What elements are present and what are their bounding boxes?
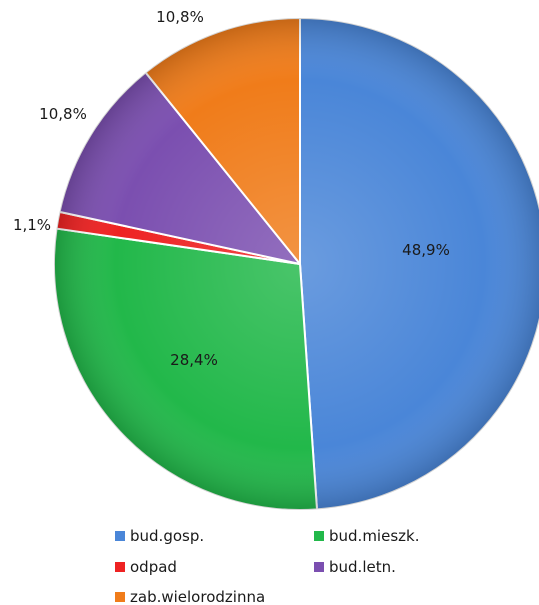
legend-label-bud-gosp: bud.gosp. [130, 527, 204, 545]
pie-slice-bud-gosp [299, 17, 539, 511]
legend-item-bud-letn: bud.letn. [314, 558, 396, 576]
legend-swatch-odpad [115, 562, 125, 572]
slice-label-bud-gosp: 48,9% [402, 241, 450, 259]
legend: bud.gosp. bud.mieszk. odpad bud.letn. za… [115, 527, 419, 605]
slice-label-bud-mieszk: 28,4% [170, 351, 218, 369]
slice-label-bud-letn: 10,8% [39, 105, 87, 123]
legend-label-bud-mieszk: bud.mieszk. [329, 527, 419, 545]
legend-item-odpad: odpad [115, 558, 177, 576]
slice-label-odpad: 1,1% [13, 216, 51, 234]
slice-label-zab-wielorodzinna: 10,8% [156, 8, 204, 26]
legend-label-zab-wielorodzinna: zab.wielorodzinna [130, 588, 265, 605]
legend-swatch-zab-wielorodzinna [115, 592, 125, 602]
legend-label-odpad: odpad [130, 558, 177, 576]
legend-swatch-bud-mieszk [314, 531, 324, 541]
legend-swatch-bud-gosp [115, 531, 125, 541]
pie-slices [53, 17, 539, 511]
legend-label-bud-letn: bud.letn. [329, 558, 396, 576]
pie-slice-bud-mieszk [53, 227, 318, 511]
legend-item-bud-mieszk: bud.mieszk. [314, 527, 419, 545]
legend-item-zab-wielorodzinna: zab.wielorodzinna [115, 588, 265, 605]
legend-item-bud-gosp: bud.gosp. [115, 527, 204, 545]
legend-swatch-bud-letn [314, 562, 324, 572]
